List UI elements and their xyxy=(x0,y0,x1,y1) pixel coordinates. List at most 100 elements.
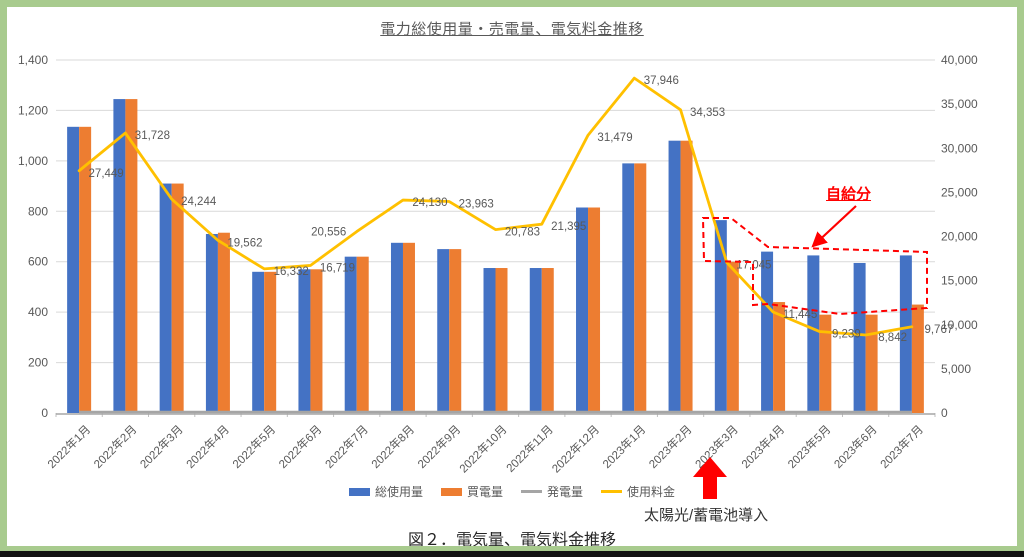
bar-買電量-2022年4月 xyxy=(217,232,230,413)
cost-line xyxy=(77,76,914,337)
bar-総使用量-2023年7月 xyxy=(899,255,912,413)
chart-title: 電力総使用量・売電量、電気料金推移 xyxy=(380,21,644,38)
figure-caption: 図２．電気量、電気料金推移 xyxy=(407,532,616,549)
left-axis-tick-label: 200 xyxy=(28,356,48,370)
x-axis-label: 2022年11月 xyxy=(503,422,556,475)
page-border-right xyxy=(1017,0,1024,551)
bar-総使用量-2023年1月 xyxy=(622,163,635,413)
left-axis-tick-label: 0 xyxy=(41,406,48,420)
data-label-2022年7月: 20,556 xyxy=(311,227,346,239)
bar-買電量-2022年9月 xyxy=(449,249,462,413)
legend-label: 買電量 xyxy=(466,485,503,499)
bar-買電量-2023年3月 xyxy=(726,261,739,413)
bar-買電量-2022年3月 xyxy=(171,183,184,413)
install-marker-arrow-icon xyxy=(693,457,727,500)
x-axis-label: 2022年8月 xyxy=(368,422,417,471)
bar-買電量-2023年2月 xyxy=(680,140,693,413)
arrow-stem xyxy=(703,477,717,499)
data-label-2023年6月: 8,842 xyxy=(878,332,907,344)
data-label-2023年7月: 9,767 xyxy=(924,324,953,336)
legend-label: 総使用量 xyxy=(374,485,423,499)
x-axis-label: 2022年9月 xyxy=(415,422,464,471)
self-supply-annotation: 自給分 xyxy=(826,186,872,203)
bar-総使用量-2022年5月 xyxy=(252,271,265,413)
data-label-2022年11月: 21,395 xyxy=(551,221,586,233)
bar-総使用量-2022年3月 xyxy=(159,183,172,413)
x-axis-label: 2022年1月 xyxy=(44,422,93,471)
self-supply-region-outline xyxy=(701,217,928,316)
right-axis-tick-label: 15,000 xyxy=(941,274,978,288)
x-axis-label: 2022年4月 xyxy=(183,422,232,471)
chart-legend: 総使用量 買電量 発電量 使用料金 xyxy=(0,483,1024,500)
x-axis-label: 2022年5月 xyxy=(230,422,279,471)
legend-item-2: 買電量 xyxy=(440,483,503,500)
left-axis-tick-label: 1,400 xyxy=(18,53,48,67)
bottom-black-bar xyxy=(0,551,1024,557)
self-supply-pointer-arrow xyxy=(811,205,857,248)
bar-総使用量-2022年9月 xyxy=(437,249,450,413)
left-axis-tick-label: 1,200 xyxy=(18,103,48,117)
bar-買電量-2022年10月 xyxy=(495,268,508,413)
bar-買電量-2023年5月 xyxy=(819,314,832,413)
data-label-2022年10月: 20,783 xyxy=(505,227,540,239)
bar-買電量-2022年6月 xyxy=(310,269,323,413)
data-label-2023年2月: 34,353 xyxy=(690,107,725,119)
bar-買電量-2022年2月 xyxy=(125,99,138,413)
data-label-2023年5月: 9,239 xyxy=(832,328,861,340)
bar-買電量-2023年4月 xyxy=(773,302,786,413)
left-axis-tick-label: 400 xyxy=(28,305,48,319)
legend-label: 発電量 xyxy=(547,485,584,499)
bar-買電量-2023年1月 xyxy=(634,163,647,413)
bar-総使用量-2022年10月 xyxy=(483,268,496,413)
bar-総使用量-2023年5月 xyxy=(807,255,820,413)
right-axis-tick-label: 40,000 xyxy=(941,53,978,67)
x-axis-label: 2023年7月 xyxy=(877,422,926,471)
data-label-2022年1月: 27,449 xyxy=(89,168,124,180)
x-axis-label: 2022年6月 xyxy=(276,422,325,471)
legend-swatch-icon xyxy=(348,487,370,496)
bar-買電量-2022年5月 xyxy=(264,271,277,413)
data-label-2023年4月: 11,445 xyxy=(783,309,817,321)
left-axis-tick-label: 600 xyxy=(28,255,48,269)
x-axis-label: 2022年2月 xyxy=(91,422,140,471)
right-axis-tick-label: 20,000 xyxy=(941,230,978,244)
legend-label: 使用料金 xyxy=(627,485,676,499)
data-label-2022年12月: 31,479 xyxy=(597,132,632,144)
x-axis-label: 2023年6月 xyxy=(831,422,880,471)
data-label-2022年6月: 16,719 xyxy=(320,262,355,274)
x-axis-label: 2023年2月 xyxy=(646,422,695,471)
data-label-2022年9月: 23,963 xyxy=(459,199,494,211)
x-axis-label: 2022年7月 xyxy=(322,422,371,471)
x-axis-label: 2023年5月 xyxy=(785,422,834,471)
bar-買電量-2023年7月 xyxy=(911,304,924,413)
bar-総使用量-2023年6月 xyxy=(853,262,866,413)
right-axis-tick-label: 25,000 xyxy=(941,185,978,199)
x-axis-label: 2023年1月 xyxy=(600,422,649,471)
bar-総使用量-2022年7月 xyxy=(344,256,357,413)
bar-総使用量-2023年2月 xyxy=(668,140,681,413)
legend-swatch-icon xyxy=(521,490,542,493)
bar-総使用量-2022年8月 xyxy=(390,242,403,413)
bar-買電量-2022年8月 xyxy=(402,242,415,413)
data-label-2022年5月: 16,332 xyxy=(274,266,309,278)
right-axis-tick-label: 35,000 xyxy=(941,97,978,111)
bar-総使用量-2022年12月 xyxy=(576,207,589,413)
bar-総使用量-2023年4月 xyxy=(761,251,774,413)
arrow-head xyxy=(693,457,727,477)
right-axis-tick-label: 10,000 xyxy=(941,318,978,332)
bar-買電量-2022年7月 xyxy=(356,256,369,413)
left-axis-tick-label: 1,000 xyxy=(18,154,48,168)
legend-swatch-icon xyxy=(440,487,462,496)
x-axis-label: 2022年3月 xyxy=(137,422,186,471)
bar-買電量-2022年1月 xyxy=(79,126,92,413)
bar-総使用量-2023年3月 xyxy=(714,220,727,413)
install-note-label: 太陽光/蓄電池導入 xyxy=(644,507,769,524)
data-label-2022年8月: 24,130 xyxy=(412,197,447,209)
bar-総使用量-2022年6月 xyxy=(298,269,311,413)
legend-item-1: 総使用量 xyxy=(348,483,423,500)
page-border-bottom xyxy=(0,546,1024,551)
page-border-left xyxy=(0,0,7,551)
legend-item-4: 使用料金 xyxy=(601,483,675,500)
